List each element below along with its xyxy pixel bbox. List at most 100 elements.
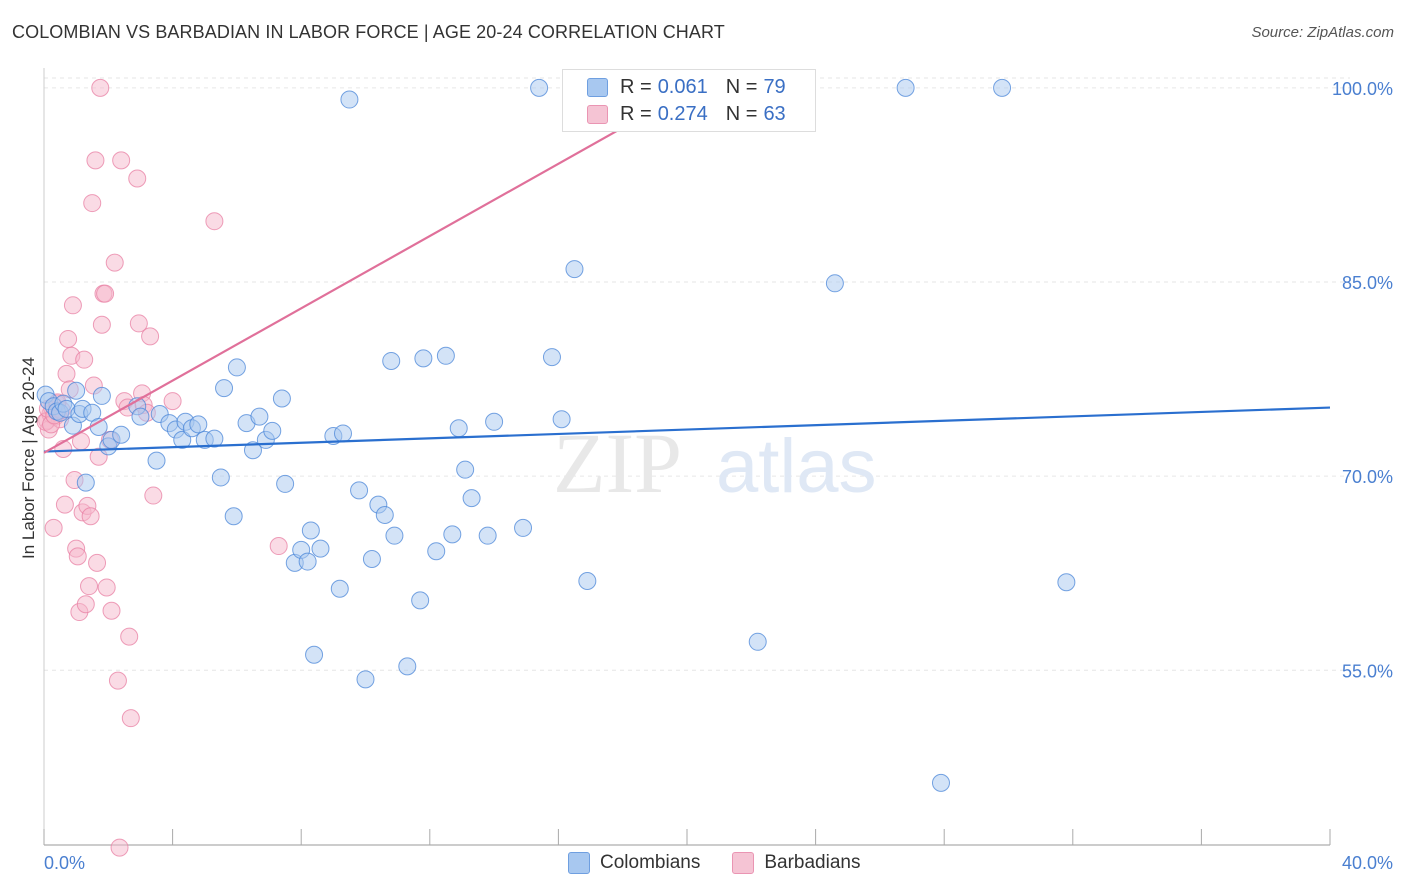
- colombians-point: [215, 379, 234, 398]
- barbadians-point: [63, 296, 82, 315]
- series-label-colombians: Colombians: [600, 852, 701, 873]
- barbadians-point: [110, 838, 129, 857]
- barbadians-point: [205, 212, 224, 231]
- watermark-atlas: atlas: [716, 424, 877, 509]
- y-tick-label: 85.0%: [1342, 273, 1393, 293]
- colombians-point: [340, 90, 359, 109]
- barbadians-point: [92, 315, 111, 334]
- series-legend: Colombians Barbadians: [568, 852, 892, 874]
- series-swatch-barbadians: [732, 852, 755, 874]
- barbadians-point: [81, 507, 100, 526]
- barbadians-point: [269, 537, 288, 556]
- colombians-point: [398, 657, 417, 676]
- legend-n-value-colombians: 79: [763, 75, 786, 98]
- barbadians-point: [121, 709, 140, 728]
- y-tick-label: 55.0%: [1342, 661, 1393, 681]
- colombians-point: [227, 358, 246, 377]
- series-legend-barbadians[interactable]: Barbadians: [732, 852, 860, 874]
- series-label-barbadians: Barbadians: [764, 852, 861, 873]
- barbadians-point: [102, 601, 121, 620]
- colombians-point: [243, 441, 262, 460]
- barbadians-point: [97, 578, 116, 597]
- barbadians-point: [112, 151, 131, 170]
- colombians-point: [276, 474, 295, 493]
- barbadians-point: [128, 169, 147, 188]
- x-tick-label: 0.0%: [44, 853, 85, 873]
- colombians-point: [311, 539, 330, 558]
- source-label: Source: ZipAtlas.com: [1251, 24, 1394, 41]
- colombians-point: [67, 381, 86, 400]
- colombians-point: [211, 468, 230, 487]
- colombians-point: [456, 460, 475, 479]
- colombians-points: [36, 78, 1076, 792]
- x-tick-label: 40.0%: [1342, 853, 1393, 873]
- colombians-point: [92, 386, 111, 405]
- colombians-point: [443, 525, 462, 544]
- colombians-point: [382, 351, 401, 370]
- gridlines: [44, 77, 1350, 671]
- tick-labels: 55.0% 70.0% 85.0% 100.0% 0.0% 40.0%: [44, 79, 1393, 873]
- colombians-point: [825, 274, 844, 293]
- barbadians-point: [80, 577, 99, 596]
- barbadians-point: [68, 547, 87, 566]
- colombians-point: [189, 415, 208, 434]
- colombians-point: [250, 407, 269, 426]
- barbadians-trend-line: [43, 86, 694, 454]
- colombians-point: [514, 518, 533, 537]
- colombians-point: [565, 260, 584, 279]
- series-swatch-colombians: [568, 852, 590, 874]
- barbadians-point: [96, 284, 115, 303]
- barbadians-point: [76, 595, 95, 614]
- colombians-point: [333, 424, 352, 443]
- colombians-point: [131, 407, 150, 426]
- colombians-point: [375, 505, 394, 524]
- barbadians-point: [129, 314, 148, 333]
- legend-r-value-barbadians: 0.274: [657, 102, 708, 125]
- y-tick-label: 70.0%: [1342, 467, 1393, 487]
- barbadians-point: [86, 151, 105, 170]
- colombians-point: [436, 346, 455, 365]
- barbadians-point: [105, 253, 124, 272]
- trend-lines: [43, 86, 1331, 454]
- barbadians-point: [75, 350, 94, 369]
- colombians-point: [298, 552, 317, 571]
- legend-row-colombians: R = 0.061 N = 79: [587, 75, 786, 99]
- colombians-point: [112, 425, 131, 444]
- legend-row-barbadians: R = 0.274 N = 63: [587, 102, 786, 126]
- colombians-point: [205, 429, 224, 448]
- colombians-point: [330, 579, 349, 598]
- legend-r-value-colombians: 0.061: [657, 75, 708, 98]
- colombians-point: [530, 78, 549, 97]
- series-legend-colombians[interactable]: Colombians: [568, 852, 700, 874]
- legend-n-label: N =: [725, 102, 758, 125]
- barbadians-point: [55, 495, 74, 514]
- barbadians-point: [108, 671, 127, 690]
- correlation-legend: R = 0.061 N = 79 R = 0.274 N = 63: [562, 69, 816, 132]
- colombians-point: [224, 507, 243, 526]
- colombians-point: [301, 521, 320, 540]
- colombians-point: [478, 526, 497, 545]
- colombians-point: [362, 549, 381, 568]
- y-tick-label: 100.0%: [1332, 79, 1393, 99]
- colombians-point: [350, 481, 369, 500]
- barbadians-point: [88, 553, 107, 572]
- y-axis-label: In Labor Force | Age 20-24: [19, 357, 38, 559]
- colombians-point: [414, 349, 433, 368]
- colombians-point: [578, 571, 597, 590]
- colombians-point: [356, 670, 375, 689]
- colombians-point: [449, 419, 468, 438]
- barbadians-point: [44, 518, 63, 537]
- colombians-point: [263, 421, 282, 440]
- colombians-trend-line: [43, 406, 1331, 453]
- colombians-point: [552, 410, 571, 429]
- colombians-point: [1057, 573, 1076, 592]
- chart-title: COLOMBIAN VS BARBADIAN IN LABOR FORCE | …: [12, 22, 725, 42]
- legend-r-label: R =: [620, 75, 652, 98]
- colombians-point: [173, 430, 192, 449]
- barbadians-point: [59, 329, 78, 348]
- colombians-point: [147, 451, 166, 470]
- barbadians-point: [91, 78, 110, 97]
- barbadians-point: [163, 392, 182, 411]
- colombians-point: [485, 412, 504, 431]
